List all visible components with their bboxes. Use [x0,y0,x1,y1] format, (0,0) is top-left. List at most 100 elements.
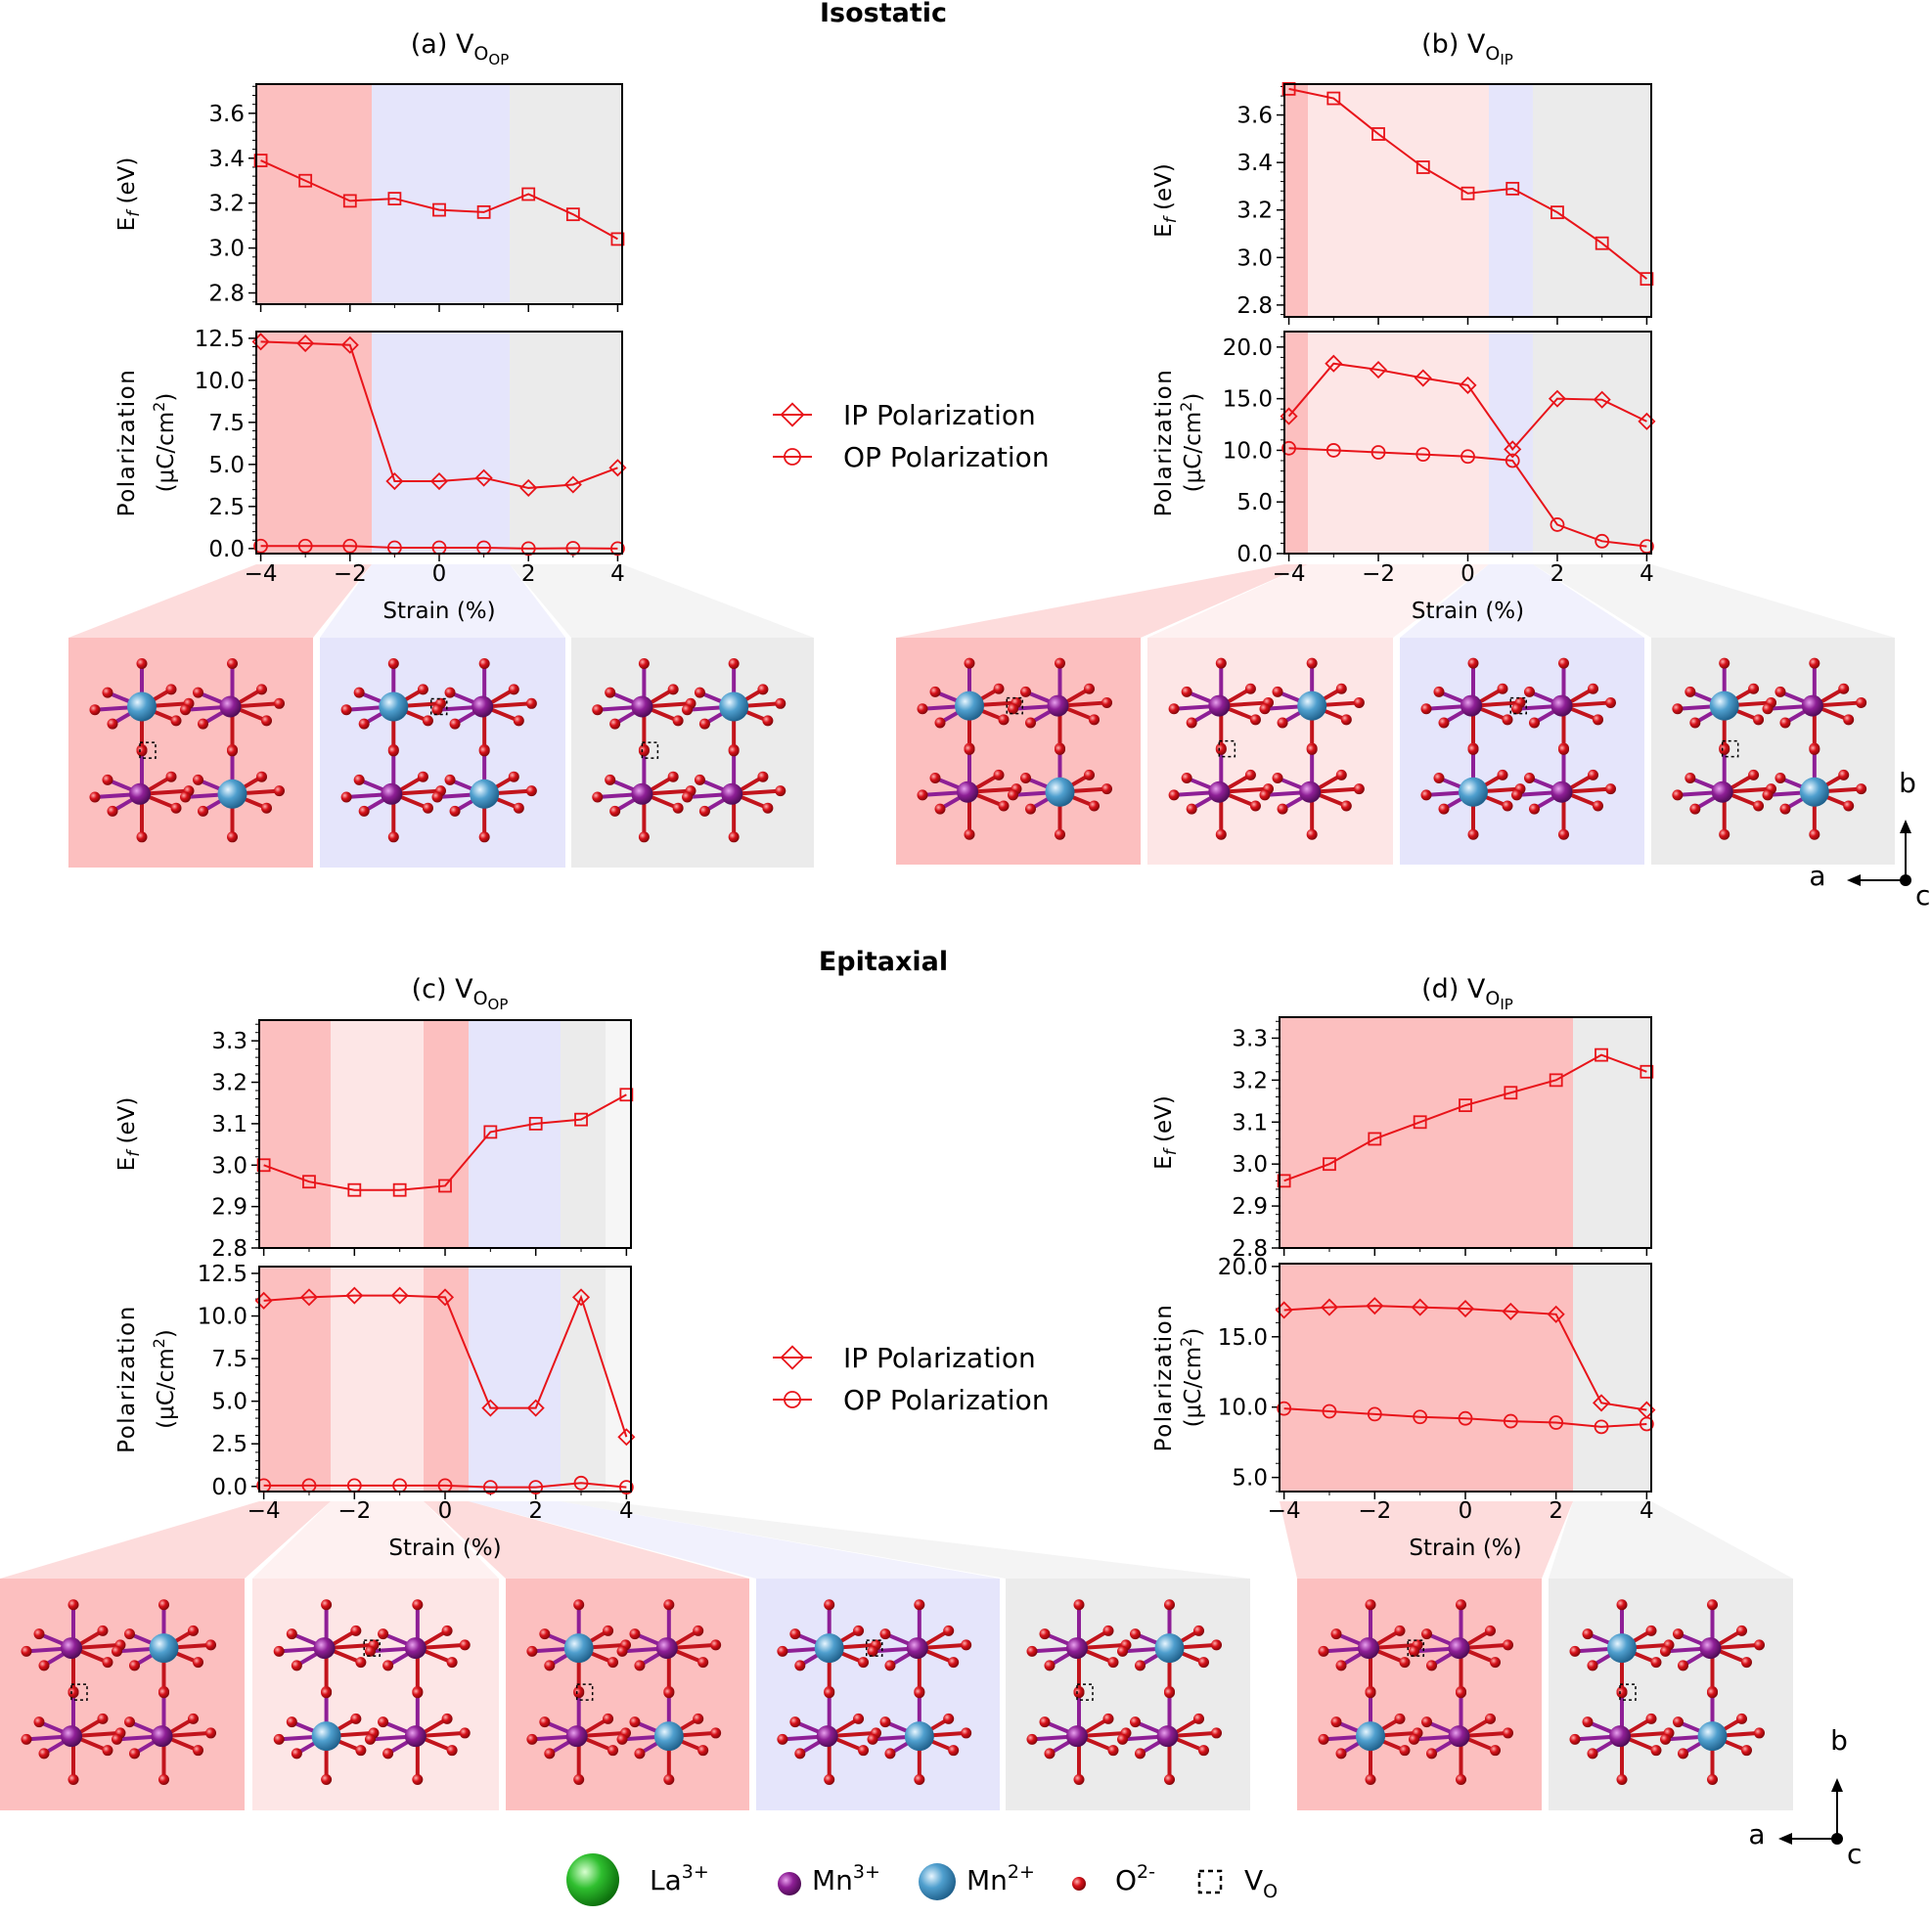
data-point-square [1277,1174,1291,1188]
oxygen-atom [1529,717,1540,729]
oxygen-atom [607,1745,619,1757]
x-tick-label: 0 [1460,561,1475,587]
pol-axes-frame [1279,1263,1652,1493]
oxygen-atom [1685,773,1696,784]
oxygen-atom [256,771,267,782]
oxygen-atom [1582,1716,1594,1728]
y-tick-label: 5.0 [211,1390,247,1415]
y-tick-label: 2.9 [211,1195,247,1221]
y-tick-label: 10.0 [1218,1396,1268,1421]
strain-region-band [1573,1264,1651,1492]
zoom-funnel-c-2 [252,1501,499,1579]
x-tick-label: 2 [528,1498,543,1524]
x-tick-label: 0 [438,1498,453,1524]
o-ion-label: O2- [1115,1861,1155,1896]
oxygen-atom [358,805,370,817]
mn2-atom [470,779,500,809]
oxygen-atom [227,745,238,757]
data-point-square [342,194,357,208]
oxygen-atom [261,802,272,814]
data-point-diamond [481,1399,500,1417]
data-point-square [1549,1073,1563,1088]
oxygen-atom [1130,1716,1141,1728]
oxygen-atom [1409,1645,1419,1657]
zoom-funnels [0,564,1895,1579]
panel-title-d: (d) VOIP [1421,974,1513,1013]
oxygen-atom [1673,1628,1684,1640]
oxygen-atom [165,684,177,695]
b-axis-label: b [1830,1724,1848,1757]
oxygen-atom [879,1716,891,1728]
strain-region-band [469,1267,561,1492]
mn3-atom [957,780,978,803]
oxygen-atom [1186,803,1197,815]
isostatic-title: Isostatic [820,0,947,28]
oxygen-atom [607,1657,619,1669]
oxygen-atom [1672,789,1684,801]
oxygen-atom [775,697,786,709]
oxygen-atom [616,1733,628,1745]
data-point-square [1323,1157,1336,1172]
pol-subplot-b: 0.0 5.0 10.0 15.0 20.0 [1223,331,1656,567]
data-point-square [565,207,580,222]
data-point-diamond [435,1288,455,1307]
oxygen-atom [1438,803,1450,815]
panel-title-subsub: IP [1500,996,1512,1013]
pol-axis-unit-close: ) [1181,393,1206,402]
data-point-circle [1549,1415,1564,1430]
oxygen-atom [1426,1748,1437,1760]
pol-axis-label: Polarization [114,369,140,517]
oxygen-atom [1490,1657,1501,1669]
ef-axis-label-main: E [1151,223,1177,238]
data-point-diamond [1325,354,1343,373]
oxygen-atom [867,1645,878,1657]
oxygen-atom [948,1657,960,1669]
mn3-atom [1550,694,1573,717]
oxygen-atom [136,658,148,669]
zoom-funnel-b-1 [896,564,1308,638]
oxygen-atom [286,1628,297,1640]
pol-axis-unit-close: ) [154,1329,179,1338]
oxygen-atom [1582,1628,1594,1640]
oxygen-atom [697,1745,709,1757]
data-point-circle [1460,449,1475,465]
oxygen-atom [1353,783,1365,795]
oxygen-atom [508,684,519,695]
oxygen-atom [762,715,774,727]
oxygen-atom [274,697,285,709]
oxygen-atom [667,771,679,782]
oxygen-atom [544,1748,556,1760]
oxygen-atom [1318,1645,1329,1657]
oxygen-atom [914,1687,925,1699]
series-line-square [1288,87,1648,280]
data-point-diamond [429,472,449,491]
oxygen-atom [526,1645,538,1657]
y-tick-label: 2.8 [208,282,245,307]
data-point-circle [1322,1404,1337,1419]
data-point-diamond [1411,1298,1429,1316]
oxygen-atom [1775,686,1786,697]
zoom-funnel-c-1 [0,1501,331,1579]
oxygen-atom [914,1599,925,1611]
oxygen-atom [1645,1625,1657,1636]
strain-region-band [259,1267,331,1492]
oxygen-atom [1497,769,1508,780]
oxygen-atom [634,1748,646,1760]
mn3-atom [404,1725,427,1748]
oxygen-atom [698,805,710,817]
ef-subplot-c: 2.8 2.9 3.0 3.1 3.2 3.3 [211,1019,634,1262]
oxygen-atom [663,1599,675,1611]
y-tick-label: 12.5 [195,327,245,352]
data-point-circle [610,541,625,557]
c-axis-label: c [1915,879,1930,912]
oxygen-atom [1569,1733,1581,1745]
oxygen-atom [446,1745,458,1757]
oxygen-atom [198,805,208,817]
panel-title-sub: O [473,43,488,65]
y-tick-label: 2.5 [208,495,245,520]
data-point-square [1504,1086,1518,1100]
structure-panels [0,638,1895,1810]
oxygen-atom [321,1599,333,1611]
data-point-diamond [1592,1394,1611,1412]
pol-axis-unit: (μC/cm2) [150,393,179,493]
